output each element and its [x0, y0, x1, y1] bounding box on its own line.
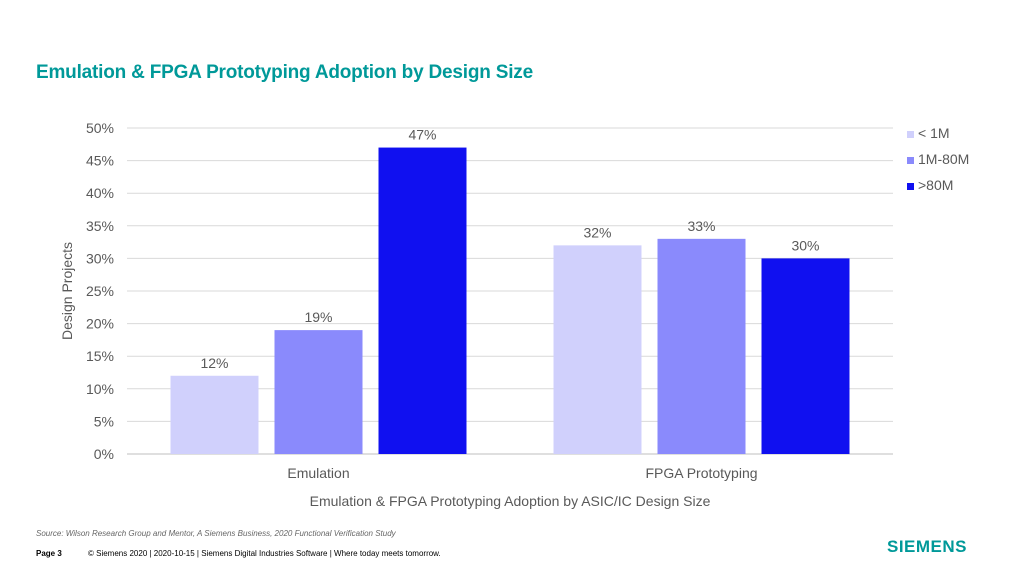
bar [378, 147, 467, 454]
data-label: 30% [791, 237, 819, 253]
y-tick-label: 35% [86, 218, 114, 234]
y-tick-label: 30% [86, 250, 114, 266]
y-tick-label: 25% [86, 283, 114, 299]
y-tick-label: 15% [86, 348, 114, 364]
legend-entry: < 1M [918, 125, 950, 141]
data-label: 19% [304, 309, 332, 325]
bar [761, 258, 850, 454]
legend-swatch [907, 157, 914, 164]
data-label: 12% [200, 355, 228, 371]
siemens-logo: SIEMENS [887, 537, 968, 556]
y-tick-label: 40% [86, 185, 114, 201]
data-label: 33% [687, 218, 715, 234]
source-note: Source: Wilson Research Group and Mentor… [36, 529, 396, 538]
copyright-footer: © Siemens 2020 | 2020-10-15 | Siemens Di… [88, 549, 441, 558]
y-tick-label: 10% [86, 381, 114, 397]
slide-title: Emulation & FPGA Prototyping Adoption by… [36, 62, 533, 83]
legend-entry: >80M [918, 177, 953, 193]
y-tick-label: 0% [94, 446, 114, 462]
bar [274, 330, 363, 454]
bar [657, 238, 746, 454]
y-tick-label: 45% [86, 153, 114, 169]
x-tick-label: Emulation [287, 465, 349, 481]
legend-swatch [907, 131, 914, 138]
y-tick-label: 50% [86, 120, 114, 136]
x-axis-title: Emulation & FPGA Prototyping Adoption by… [310, 493, 711, 509]
bar [553, 245, 642, 454]
bar [170, 375, 259, 454]
x-tick-label: FPGA Prototyping [645, 465, 757, 481]
y-tick-label: 20% [86, 316, 114, 332]
legend-swatch [907, 183, 914, 190]
data-label: 32% [583, 224, 611, 240]
page-number: Page 3 [36, 549, 62, 558]
y-axis-title: Design Projects [59, 242, 75, 340]
legend-entry: 1M-80M [918, 151, 969, 167]
bar-chart: 0% 5% 10% 15% 20% 25% 30% 35% 40% 45% 50% 12% 19% 47%… [59, 120, 969, 509]
data-label: 47% [408, 127, 436, 143]
y-tick-label: 5% [94, 413, 114, 429]
